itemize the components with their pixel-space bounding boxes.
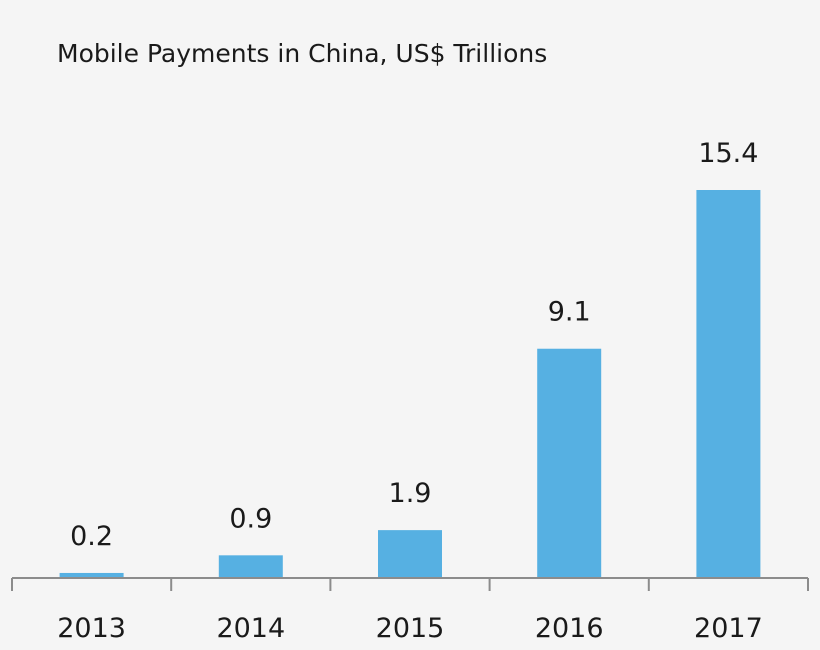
bar-2015 (378, 530, 442, 578)
value-label-2016: 9.1 (548, 297, 591, 328)
x-axis (11, 577, 809, 591)
x-tick-label-2013: 2013 (57, 613, 126, 644)
value-label-2014: 0.9 (229, 503, 272, 534)
bar-2016 (537, 348, 602, 578)
x-tick-label-2015: 2015 (376, 613, 445, 644)
value-label-2013: 0.2 (70, 521, 113, 552)
value-labels-group: 0.2 0.9 1.9 9.1 15.4 (70, 138, 758, 552)
x-tick-label-2014: 2014 (216, 613, 285, 644)
chart-title: Mobile Payments in China, US$ Trillions (57, 39, 547, 68)
x-tick-label-2017: 2017 (694, 613, 763, 644)
value-label-2017: 15.4 (698, 138, 758, 169)
x-tick-labels-group: 2013 2014 2015 2016 2017 (57, 613, 763, 644)
bar-2017 (696, 190, 761, 578)
bar-2014 (218, 555, 283, 578)
bar-2013 (59, 572, 124, 578)
x-tick-label-2016: 2016 (535, 613, 604, 644)
bars-group (59, 190, 761, 578)
value-label-2015: 1.9 (389, 478, 432, 509)
